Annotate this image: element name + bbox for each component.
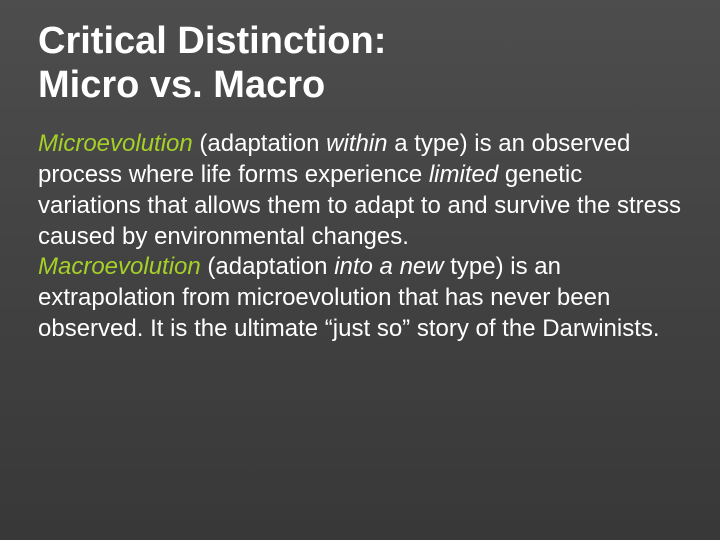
body-text: (adaptation bbox=[201, 253, 334, 280]
emphasis-into-a-new: into a new bbox=[334, 253, 443, 280]
body-text: (adaptation bbox=[193, 130, 326, 157]
emphasis-within: within bbox=[326, 130, 387, 157]
title-line-1: Critical Distinction: bbox=[38, 20, 386, 62]
term-microevolution: Microevolution bbox=[38, 130, 193, 157]
emphasis-limited: limited bbox=[429, 161, 498, 188]
term-macroevolution: Macroevolution bbox=[38, 253, 201, 280]
slide: Critical Distinction: Micro vs. Macro Mi… bbox=[0, 0, 720, 540]
slide-title: Critical Distinction: Micro vs. Macro bbox=[38, 20, 682, 107]
slide-body: Microevolution (adaptation within a type… bbox=[38, 129, 682, 344]
title-line-2: Micro vs. Macro bbox=[38, 64, 325, 106]
